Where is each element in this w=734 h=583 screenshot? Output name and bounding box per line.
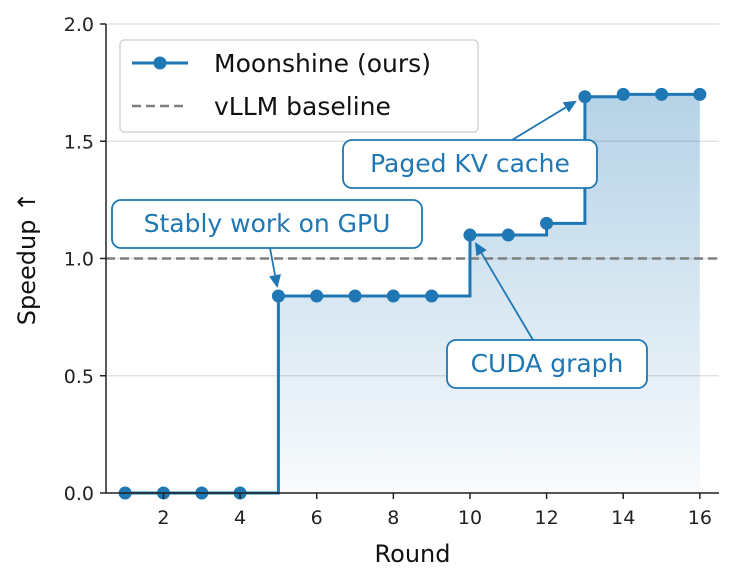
annotation-label-paged-kv: Paged KV cache bbox=[370, 149, 570, 178]
data-point bbox=[271, 289, 285, 303]
annotation-arrowhead bbox=[474, 242, 487, 257]
data-point bbox=[501, 228, 515, 242]
annotation-arrow-line bbox=[511, 106, 567, 141]
ticks: 0.0 0.5 1.0 1.5 2.0 2 4 6 8 10 12 14 16 bbox=[64, 14, 712, 529]
annotation-paged-kv: Paged KV cache bbox=[342, 139, 598, 189]
data-point bbox=[310, 289, 324, 303]
data-point bbox=[578, 90, 592, 104]
annotation-arrowhead bbox=[562, 100, 577, 113]
legend-label-baseline: vLLM baseline bbox=[214, 92, 391, 121]
data-point bbox=[425, 289, 439, 303]
y-tick-label: 1.5 bbox=[64, 131, 94, 153]
annotation-arrow-line bbox=[480, 252, 534, 341]
annotation-cuda-graph: CUDA graph bbox=[446, 339, 648, 389]
x-tick-label: 6 bbox=[311, 507, 323, 529]
x-axis-label: Round bbox=[375, 540, 451, 568]
speedup-area-fill bbox=[125, 94, 700, 493]
annotation-label-stably-work: Stably work on GPU bbox=[144, 209, 391, 238]
y-tick-label: 0.5 bbox=[64, 366, 94, 388]
data-point bbox=[386, 289, 400, 303]
annotation-box-cuda-graph bbox=[446, 339, 648, 389]
legend-marker-moonshine bbox=[153, 56, 167, 70]
x-tick-label: 4 bbox=[234, 507, 246, 529]
y-tick-label: 0.0 bbox=[64, 483, 94, 505]
data-point bbox=[655, 87, 669, 101]
x-tick-label: 2 bbox=[157, 507, 169, 529]
y-tick-label: 2.0 bbox=[64, 14, 94, 36]
annotation-box-stably-work bbox=[111, 199, 423, 249]
legend-label-moonshine: Moonshine (ours) bbox=[214, 49, 431, 78]
x-tick-label: 10 bbox=[458, 507, 482, 529]
legend: Moonshine (ours) vLLM baseline bbox=[119, 39, 479, 133]
x-tick-label: 12 bbox=[535, 507, 559, 529]
annotation-stably-work: Stably work on GPU bbox=[111, 199, 423, 249]
x-tick-label: 16 bbox=[688, 507, 712, 529]
data-point bbox=[463, 228, 477, 242]
x-tick-label: 14 bbox=[611, 507, 635, 529]
data-point bbox=[693, 87, 707, 101]
data-point bbox=[540, 216, 554, 230]
legend-box bbox=[119, 39, 479, 133]
annotation-box-paged-kv bbox=[342, 139, 598, 189]
annotations: Stably work on GPU Paged KV cache CUDA g… bbox=[111, 100, 648, 389]
y-axis-label: Speedup ↑ bbox=[13, 192, 41, 325]
data-point bbox=[616, 87, 630, 101]
annotation-label-cuda-graph: CUDA graph bbox=[471, 349, 624, 378]
data-points bbox=[118, 87, 707, 500]
annotation-arrowhead bbox=[269, 274, 281, 289]
data-point bbox=[348, 289, 362, 303]
annotation-arrow-line bbox=[269, 247, 276, 276]
x-tick-label: 8 bbox=[387, 507, 399, 529]
y-tick-label: 1.0 bbox=[64, 249, 94, 271]
annotation-arrows bbox=[269, 100, 577, 341]
